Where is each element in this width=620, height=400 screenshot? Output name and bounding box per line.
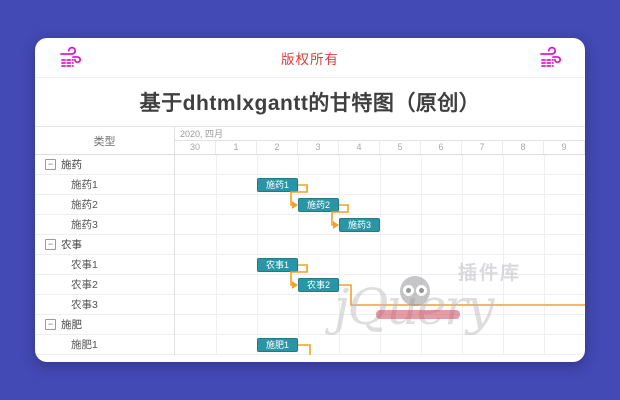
collapse-icon[interactable]	[45, 319, 56, 330]
grid-row-农事3[interactable]: 农事3	[35, 295, 174, 315]
column-gridline	[503, 155, 545, 355]
row-label: 施肥	[61, 319, 82, 331]
timeline-month-label: 2020, 四月	[175, 127, 585, 141]
grid-row-农事[interactable]: 农事	[35, 235, 174, 255]
day-scale-cell: 8	[503, 141, 544, 154]
row-label: 施药3	[71, 219, 98, 231]
row-label: 农事	[61, 239, 82, 251]
column-gridline	[298, 155, 340, 355]
gantt-task-bar-施药2[interactable]: 施药2	[298, 198, 339, 212]
row-gridline	[175, 294, 585, 295]
copyright-text: 版权所有	[281, 51, 339, 67]
column-gridline	[380, 155, 422, 355]
row-gridline	[175, 334, 585, 335]
column-gridline	[175, 155, 217, 355]
title-box: 基于dhtmlxgantt的甘特图（原创）	[35, 78, 585, 126]
day-scale-cell: 4	[339, 141, 380, 154]
gantt-task-bar-农事1[interactable]: 农事1	[257, 258, 298, 272]
day-scale-cell: 5	[380, 141, 421, 154]
grid-row-施药1[interactable]: 施药1	[35, 175, 174, 195]
column-gridline	[544, 155, 585, 355]
row-label: 农事2	[71, 279, 98, 291]
gantt-timeline: 2020, 四月 30 1 2 3 4 5 6 7 8 9 施药1 施药2 施药3 农事1 农事2 施肥1	[175, 127, 585, 355]
row-gridline	[175, 194, 585, 195]
day-scale-cell: 3	[298, 141, 339, 154]
grid-row-施药[interactable]: 施药	[35, 155, 174, 175]
row-label: 施肥1	[71, 339, 98, 351]
grid-row-农事1[interactable]: 农事1	[35, 255, 174, 275]
content-card: 版权所有 基于dhtmlxgantt的甘特图（原创） 类型 施药施药1施药2施药…	[35, 38, 585, 362]
row-label: 农事1	[71, 259, 98, 271]
day-scale-cell: 30	[175, 141, 216, 154]
row-label: 农事3	[71, 299, 98, 311]
timeline-day-scale: 30 1 2 3 4 5 6 7 8 9	[175, 141, 585, 155]
row-gridline	[175, 314, 585, 315]
row-gridline	[175, 274, 585, 275]
day-scale-cell: 1	[216, 141, 257, 154]
gantt-chart: 类型 施药施药1施药2施药3农事农事1农事2农事3施肥施肥1 2020, 四月 …	[35, 126, 585, 355]
row-gridline	[175, 254, 585, 255]
row-gridline	[175, 174, 585, 175]
row-gridline	[175, 234, 585, 235]
day-scale-cell: 2	[257, 141, 298, 154]
column-gridline	[257, 155, 299, 355]
collapse-icon[interactable]	[45, 239, 56, 250]
gantt-task-bar-施药3[interactable]: 施药3	[339, 218, 380, 232]
column-gridline	[462, 155, 504, 355]
grid-row-农事2[interactable]: 农事2	[35, 275, 174, 295]
collapse-icon[interactable]	[45, 159, 56, 170]
wind-icon[interactable]	[537, 46, 563, 70]
day-scale-cell: 7	[462, 141, 503, 154]
day-scale-cell: 9	[544, 141, 585, 154]
column-gridline	[339, 155, 381, 355]
grid-row-施肥[interactable]: 施肥	[35, 315, 174, 335]
row-label: 施药	[61, 159, 82, 171]
top-bar: 版权所有	[35, 38, 585, 78]
day-scale-cell: 6	[421, 141, 462, 154]
wind-icon[interactable]	[57, 46, 83, 70]
row-gridline	[175, 214, 585, 215]
column-gridline	[216, 155, 258, 355]
timeline-body: 施药1 施药2 施药3 农事1 农事2 施肥1	[175, 155, 585, 355]
row-label: 施药1	[71, 179, 98, 191]
row-label: 施药2	[71, 199, 98, 211]
grid-row-施肥1[interactable]: 施肥1	[35, 335, 174, 355]
row-gridline	[175, 354, 585, 355]
grid-row-施药2[interactable]: 施药2	[35, 195, 174, 215]
grid-column-header: 类型	[35, 127, 174, 155]
grid-row-施药3[interactable]: 施药3	[35, 215, 174, 235]
gantt-task-bar-农事2[interactable]: 农事2	[298, 278, 339, 292]
column-gridline	[421, 155, 463, 355]
page-title: 基于dhtmlxgantt的甘特图（原创）	[139, 92, 481, 115]
gantt-task-bar-施药1[interactable]: 施药1	[257, 178, 298, 192]
gantt-task-bar-施肥1[interactable]: 施肥1	[257, 338, 298, 352]
